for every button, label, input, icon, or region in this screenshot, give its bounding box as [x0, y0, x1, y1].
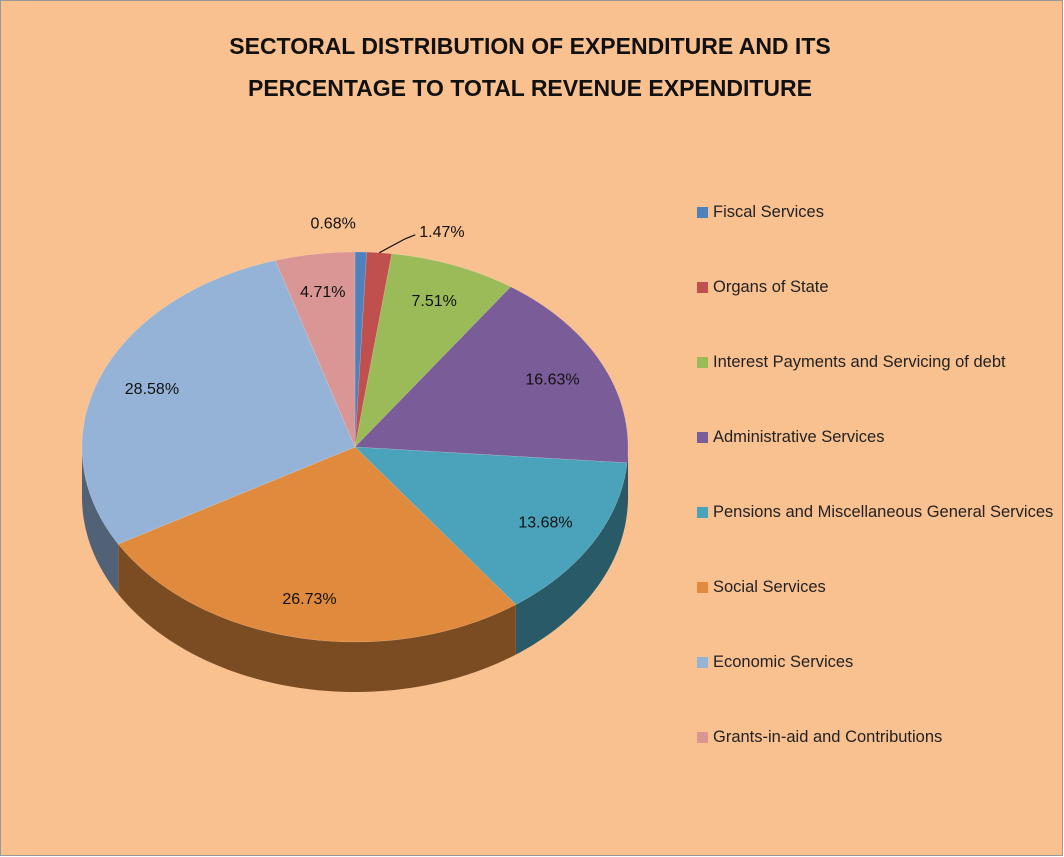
- data-label: 13.68%: [518, 515, 572, 532]
- pie-slice: [275, 251, 356, 448]
- legend-entry: Fiscal Services: [713, 203, 824, 221]
- chart-title: SECTORAL DISTRIBUTION OF EXPENDITURE AND…: [229, 33, 831, 101]
- pie-slice: [117, 446, 517, 643]
- pie-slice: [354, 253, 512, 448]
- legend-swatch: [697, 282, 708, 293]
- pie-side: [515, 462, 628, 655]
- legend-label: Organs of State: [713, 278, 829, 296]
- legend-label: Fiscal Services: [713, 203, 824, 221]
- legend-swatch: [697, 657, 708, 668]
- legend-entry: Social Services: [713, 578, 826, 596]
- data-label: 0.68%: [310, 215, 355, 232]
- legend-entry: Administrative Services: [713, 428, 885, 446]
- data-label: 7.51%: [412, 293, 457, 310]
- legend-swatch: [697, 432, 708, 443]
- legend-entry: Interest Payments and Servicing of debt: [713, 353, 1006, 371]
- legend-swatch: [697, 207, 708, 218]
- legend-entry: Organs of State: [713, 278, 829, 296]
- leader-line: [378, 234, 416, 254]
- legend-label: Interest Payments and Servicing of debt: [713, 353, 1006, 371]
- legend-entry: Economic Services: [713, 653, 854, 671]
- legend-swatch: [697, 507, 708, 518]
- legend-entry: Grants-in-aid and Contributions: [713, 728, 943, 746]
- pie-slice: [354, 446, 628, 605]
- legend-label: Administrative Services: [713, 428, 885, 446]
- legend-swatch: [697, 582, 708, 593]
- title-box: SECTORAL DISTRIBUTION OF EXPENDITURE AND…: [229, 33, 831, 101]
- pie-slice: [354, 286, 629, 464]
- data-label: 16.63%: [525, 372, 579, 389]
- legend-entry: Pensions and Miscellaneous General Servi…: [713, 503, 1054, 521]
- data-label: 28.58%: [125, 381, 179, 398]
- data-label: 26.73%: [282, 591, 336, 608]
- pie-side: [118, 544, 516, 692]
- legend-label: Grants-in-aid and Contributions: [713, 728, 943, 746]
- data-label: 4.71%: [300, 284, 345, 301]
- legend-label: Pensions and Miscellaneous General Servi…: [713, 503, 1054, 521]
- legend-label: Social Services: [713, 578, 826, 596]
- pie-slice: [81, 260, 356, 545]
- legend-label: Economic Services: [713, 653, 854, 671]
- legend-swatch: [697, 357, 708, 368]
- pie-side: [82, 447, 119, 595]
- pie-side: [627, 447, 628, 513]
- legend-swatch: [697, 732, 708, 743]
- data-label: 1.47%: [419, 224, 464, 241]
